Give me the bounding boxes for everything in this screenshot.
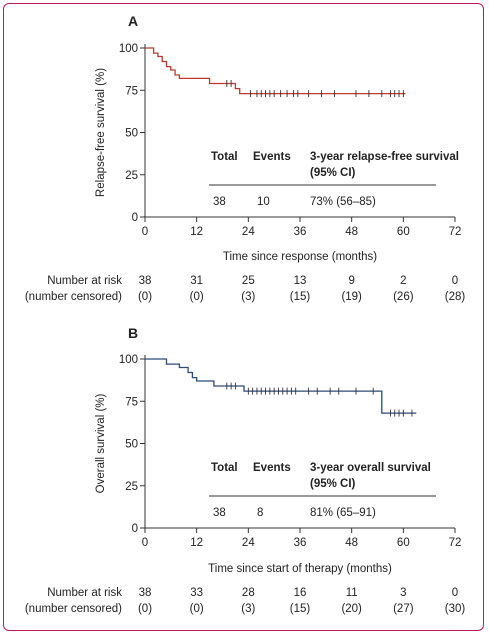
x-tick-label: 60 xyxy=(397,537,410,549)
table-header-ci: (95% CI) xyxy=(310,167,356,179)
at-risk-value: 25 xyxy=(242,275,255,287)
x-tick-label: 0 xyxy=(142,226,148,238)
x-tick-label: 72 xyxy=(449,226,462,238)
at-risk-value: 38 xyxy=(139,275,152,287)
censored-value: (3) xyxy=(241,291,255,303)
censored-value: (27) xyxy=(393,603,414,615)
y-axis-label: Overall survival (%) xyxy=(95,393,107,493)
censored-value: (0) xyxy=(190,291,204,303)
at-risk-value: 28 xyxy=(242,587,255,599)
at-risk-value: 0 xyxy=(452,275,458,287)
x-axis-label: Time since start of therapy (months) xyxy=(208,563,392,575)
censored-value: (15) xyxy=(290,603,311,615)
censored-value: (19) xyxy=(341,291,362,303)
y-axis-label: Relapse-free survival (%) xyxy=(95,68,107,197)
censored-value: (26) xyxy=(393,291,414,303)
y-tick-label: 25 xyxy=(125,481,138,493)
table-value-total: 38 xyxy=(213,196,226,208)
risk-row-label: Number at risk xyxy=(47,587,122,599)
x-tick-label: 48 xyxy=(345,537,358,549)
panel-letter-B: B xyxy=(128,325,138,341)
at-risk-value: 16 xyxy=(294,587,307,599)
table-header-survival: 3-year relapse-free survival xyxy=(310,151,459,163)
x-tick-label: 72 xyxy=(449,537,462,549)
survival-curve xyxy=(145,358,417,414)
at-risk-value: 13 xyxy=(294,275,307,287)
x-tick-label: 60 xyxy=(397,226,410,238)
x-tick-label: 12 xyxy=(190,537,203,549)
y-tick-label: 25 xyxy=(125,170,138,182)
table-header-survival: 3-year overall survival xyxy=(310,462,431,474)
censored-value: (0) xyxy=(190,603,204,615)
x-tick-label: 0 xyxy=(142,537,148,549)
table-header-total: Total xyxy=(211,151,238,163)
censored-row-label: (number censored) xyxy=(25,603,122,615)
x-tick-label: 36 xyxy=(294,226,307,238)
y-tick-label: 0 xyxy=(132,212,138,224)
at-risk-value: 0 xyxy=(452,587,458,599)
table-header-events: Events xyxy=(253,151,291,163)
table-value-survival: 81% (65–91) xyxy=(310,507,376,519)
risk-row-label: Number at risk xyxy=(47,275,122,287)
table-header-events: Events xyxy=(253,462,291,474)
censored-value: (0) xyxy=(138,603,152,615)
censored-value: (30) xyxy=(445,603,466,615)
at-risk-value: 31 xyxy=(190,275,203,287)
y-tick-label: 75 xyxy=(125,85,138,97)
panel-letter-A: A xyxy=(128,13,138,29)
at-risk-value: 33 xyxy=(190,587,203,599)
table-value-total: 38 xyxy=(213,507,226,519)
y-tick-label: 50 xyxy=(125,128,138,140)
censored-value: (28) xyxy=(445,291,466,303)
at-risk-value: 2 xyxy=(400,275,406,287)
x-tick-label: 48 xyxy=(345,226,358,238)
figure-frame xyxy=(3,3,484,631)
y-tick-label: 0 xyxy=(132,523,138,535)
table-header-total: Total xyxy=(211,462,238,474)
survival-curve xyxy=(145,47,406,95)
x-axis-label: Time since response (months) xyxy=(223,251,377,263)
x-tick-label: 24 xyxy=(242,226,255,238)
x-tick-label: 36 xyxy=(294,537,307,549)
at-risk-value: 38 xyxy=(139,587,152,599)
y-tick-label: 75 xyxy=(125,396,138,408)
at-risk-value: 9 xyxy=(348,275,354,287)
censored-value: (15) xyxy=(290,291,311,303)
censored-value: (0) xyxy=(138,291,152,303)
table-header-ci: (95% CI) xyxy=(310,478,356,490)
y-tick-label: 50 xyxy=(125,439,138,451)
censored-value: (3) xyxy=(241,603,255,615)
table-value-events: 8 xyxy=(257,507,263,519)
censored-value: (20) xyxy=(341,603,362,615)
y-tick-label: 100 xyxy=(119,354,138,366)
at-risk-value: 3 xyxy=(400,587,406,599)
censored-row-label: (number censored) xyxy=(25,291,122,303)
x-tick-label: 24 xyxy=(242,537,255,549)
y-tick-label: 100 xyxy=(119,43,138,55)
x-tick-label: 12 xyxy=(190,226,203,238)
table-value-events: 10 xyxy=(257,196,270,208)
at-risk-value: 11 xyxy=(346,587,358,599)
table-value-survival: 73% (56–85) xyxy=(310,196,376,208)
